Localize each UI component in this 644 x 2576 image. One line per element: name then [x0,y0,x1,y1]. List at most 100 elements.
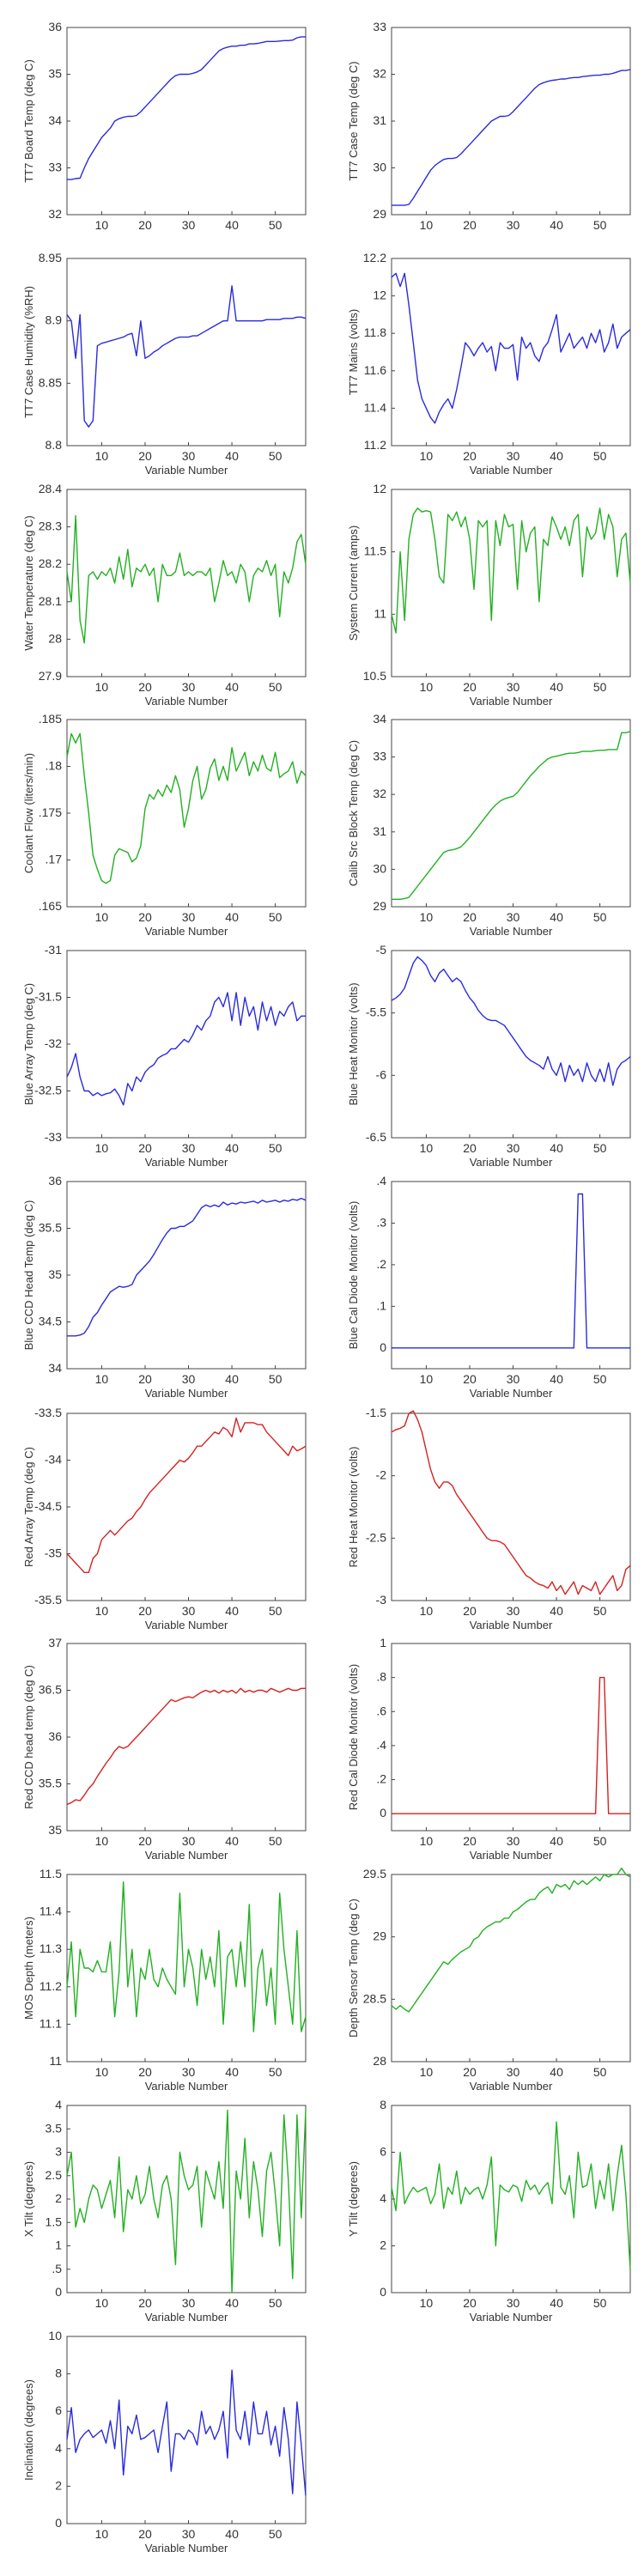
x-tick-label: 20 [463,449,477,463]
x-tick-label: 30 [182,2065,196,2079]
y-tick-label: .4 [376,1174,386,1188]
x-tick-label: 10 [95,2296,109,2310]
chart-svg-p8: 29 30 31 32 33 34 10 20 30 40 50 Calib Src Block Te… [347,712,631,938]
x-tick-label: 40 [550,680,563,694]
y-tick-label: 33 [373,750,386,763]
y-tick-label: 31 [373,113,386,127]
plot-frame [391,1181,631,1370]
x-tick-label: 20 [138,1141,152,1155]
x-tick-label: 30 [507,1834,520,1848]
x-tick-label: 50 [269,449,283,463]
y-tick-label: 12 [373,482,386,495]
plot-frame [66,2105,307,2293]
y-tick-label: .5 [52,2262,62,2275]
y-tick-label: -31.5 [34,990,62,1004]
y-tick-label: -35 [45,1546,62,1560]
series-line-p12 [392,1193,630,1349]
chart-svg-p3: 8.8 8.85 8.9 8.95 10 20 30 40 50 TT7 Case Humidit… [22,251,307,477]
x-tick-label: 30 [507,449,520,463]
chart-svg-p4: 11.2 11.4 11.6 11.8 12 12.2 10 20 30 40 50 TT7 Main… [347,251,631,477]
plot-frame [391,27,631,216]
x-tick-label: 10 [95,218,109,232]
plot-frame [66,1874,307,2063]
series-line-p2 [392,69,631,206]
y-tick-label: 29 [373,1929,386,1943]
x-tick-label: 20 [463,2065,477,2079]
x-tick-label: 10 [95,2065,109,2079]
x-tick-label: 30 [182,2527,196,2541]
plot-frame [66,258,307,447]
x-axis-label: Variable Number [145,695,228,708]
y-tick-label: -34.5 [34,1499,62,1513]
x-tick-label: 20 [463,2296,477,2310]
x-tick-label: 10 [420,910,434,924]
chart-svg-p10: -6.5 -6 -5.5 -5 10 20 30 40 50 Blue Heat Monitor … [347,943,631,1169]
x-axis-label: Variable Number [145,2080,228,2093]
x-tick-label: 10 [420,1372,434,1386]
y-tick-label: .8 [376,1670,386,1684]
y-axis-label: Red CCD head temp (deg C) [22,1665,35,1809]
y-axis-label: Y Tilt (degrees) [347,2161,360,2237]
y-tick-label: 2 [380,2239,386,2252]
y-tick-label: 4 [55,2441,62,2455]
x-tick-label: 50 [269,910,283,924]
y-tick-label: 34 [373,712,386,726]
x-tick-label: 30 [182,1604,196,1618]
plot-frame [66,1413,307,1601]
y-tick-label: 33 [373,20,386,33]
x-tick-label: 50 [593,1834,607,1848]
plot-frame [391,719,631,908]
y-tick-label: 11.5 [39,1867,62,1880]
y-tick-label: 4 [380,2191,386,2205]
y-tick-label: 11.1 [39,2016,62,2030]
x-tick-label: 20 [138,1604,152,1618]
plot-frame [66,1181,307,1370]
y-tick-label: 10.5 [363,669,386,683]
y-axis-label: Red Heat Monitor (volts) [347,1447,360,1568]
x-tick-label: 10 [95,680,109,694]
chart-svg-p14: -3 -2.5 -2 -1.5 10 20 30 40 50 Red Heat Monitor (… [347,1406,631,1631]
x-tick-label: 50 [593,2065,607,2079]
y-tick-label: 0 [380,1340,386,1354]
series-line-p1 [67,36,306,180]
y-axis-label: TT7 Case Temp (deg C) [347,61,360,180]
y-axis-label: Calib Src Block Temp (deg C) [347,740,360,886]
y-tick-label: 28 [373,2054,386,2068]
y-tick-label: 4 [55,2098,62,2111]
plot-frame [66,489,307,677]
series-line-p21 [66,2369,307,2496]
y-tick-label: 36.5 [39,1683,62,1697]
x-tick-label: 20 [463,1834,477,1848]
y-tick-label: 34.5 [39,1315,62,1328]
y-tick-label: .3 [376,1215,386,1229]
x-tick-label: 10 [420,1834,434,1848]
x-tick-label: 20 [138,2065,152,2079]
x-axis-label: Variable Number [145,464,228,477]
x-tick-label: 30 [507,1141,520,1155]
x-tick-label: 30 [507,218,520,232]
y-tick-label: 2 [55,2478,62,2492]
x-tick-label: 30 [182,910,196,924]
y-tick-label: 29 [373,207,386,221]
y-tick-label: -3 [376,1593,387,1607]
y-axis-label: Depth Sensor Temp (deg C) [347,1899,360,2038]
y-axis-label: Blue Heat Monitor (volts) [347,982,360,1105]
x-axis-label: Variable Number [145,1387,228,1400]
y-axis-label: Inclination (degrees) [22,2379,35,2481]
y-tick-label: 36 [48,20,62,33]
x-tick-label: 50 [269,218,283,232]
x-tick-label: 50 [269,2296,283,2310]
x-tick-label: 20 [138,2527,152,2541]
x-tick-label: 50 [269,2065,283,2079]
y-tick-label: 28.4 [39,482,62,495]
x-tick-label: 40 [225,1834,239,1848]
y-tick-label: -5 [376,943,387,957]
x-tick-label: 40 [225,1604,239,1618]
y-tick-label: 8.85 [39,375,62,389]
x-tick-label: 50 [593,218,607,232]
y-axis-label: TT7 Case Humidity (%RH) [22,286,35,418]
y-tick-label: 34 [48,113,62,127]
y-axis-label: X Tilt (degrees) [22,2161,35,2237]
x-tick-label: 30 [507,2065,520,2079]
